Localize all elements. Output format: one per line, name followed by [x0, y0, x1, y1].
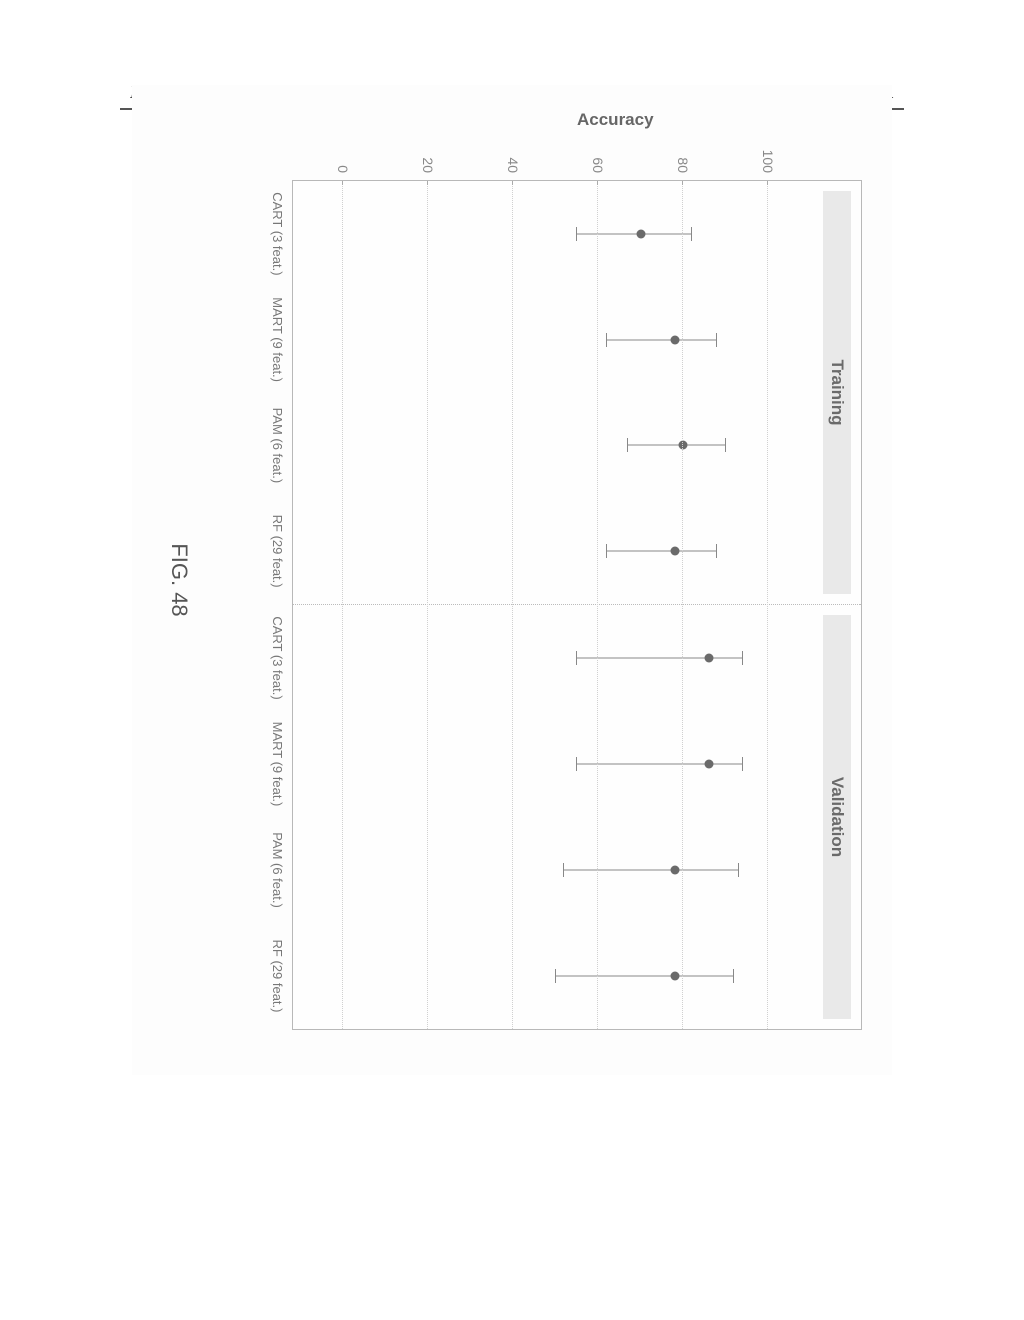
data-point	[671, 866, 680, 875]
page: Patent Application Publication May 5, 20…	[0, 0, 1024, 1320]
error-bar	[556, 976, 735, 977]
x-tick-label: MART (9 feat.)	[269, 287, 293, 393]
y-tick-label: 40	[506, 141, 522, 181]
panel-title-training: Training	[823, 191, 851, 594]
error-cap	[742, 651, 743, 665]
error-cap	[576, 757, 577, 771]
error-bar	[577, 764, 743, 765]
data-point	[705, 760, 714, 769]
x-tick-label: MART (9 feat.)	[269, 711, 293, 817]
error-cap	[576, 227, 577, 241]
figure-caption: FIG. 48	[166, 85, 192, 1075]
error-cap	[738, 863, 739, 877]
error-bar	[565, 870, 739, 871]
panel-training: Training CART (3 feat.)MART (9 feat.)PAM…	[293, 181, 861, 605]
error-cap	[691, 227, 692, 241]
error-cap	[717, 544, 718, 558]
error-cap	[564, 863, 565, 877]
error-cap	[717, 333, 718, 347]
error-cap	[606, 333, 607, 347]
y-tick-label: 20	[421, 141, 437, 181]
plot-area: Training CART (3 feat.)MART (9 feat.)PAM…	[292, 180, 862, 1030]
gridline	[343, 181, 344, 1029]
error-cap	[725, 438, 726, 452]
y-tick-label: 60	[591, 141, 607, 181]
error-bar	[607, 339, 718, 340]
error-cap	[555, 969, 556, 983]
data-point	[671, 972, 680, 981]
data-point	[671, 335, 680, 344]
x-tick-label: RF (29 feat.)	[269, 498, 293, 604]
x-tick-label: CART (3 feat.)	[269, 605, 293, 711]
data-point	[671, 547, 680, 556]
error-cap	[742, 757, 743, 771]
y-tick-label: 100	[761, 141, 777, 181]
error-cap	[606, 544, 607, 558]
data-point	[637, 229, 646, 238]
error-cap	[627, 438, 628, 452]
gridline	[683, 181, 684, 1029]
y-axis-label: Accuracy	[577, 110, 654, 130]
error-bar	[577, 233, 692, 234]
figure-landscape-container: Accuracy Training CART (3 feat.)MART (9 …	[132, 85, 892, 1075]
panel-validation: Validation CART (3 feat.)MART (9 feat.)P…	[293, 605, 861, 1029]
gridline	[598, 181, 599, 1029]
y-tick-label: 0	[336, 141, 352, 181]
x-tick-label: RF (29 feat.)	[269, 923, 293, 1029]
x-tick-label: PAM (6 feat.)	[269, 393, 293, 499]
data-point	[705, 654, 714, 663]
error-bar	[577, 658, 743, 659]
x-tick-label: CART (3 feat.)	[269, 181, 293, 287]
error-bar	[607, 551, 718, 552]
error-cap	[576, 651, 577, 665]
error-bar	[628, 445, 726, 446]
error-cap	[734, 969, 735, 983]
gridline	[768, 181, 769, 1029]
panel-title-validation: Validation	[823, 615, 851, 1019]
data-point	[679, 441, 688, 450]
x-tick-label: PAM (6 feat.)	[269, 817, 293, 923]
y-tick-label: 80	[676, 141, 692, 181]
gridline	[428, 181, 429, 1029]
gridline	[513, 181, 514, 1029]
